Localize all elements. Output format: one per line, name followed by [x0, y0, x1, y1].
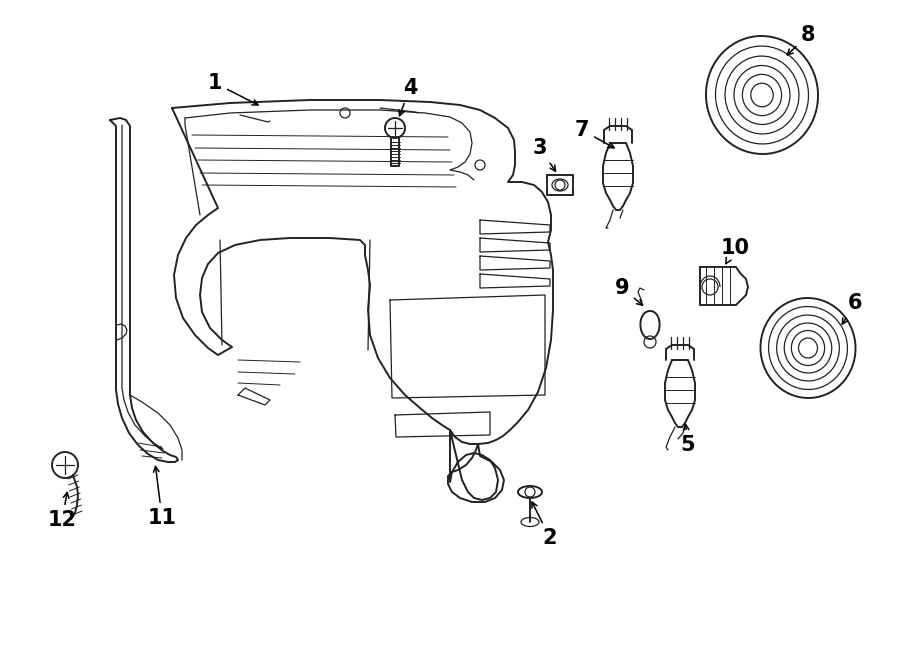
Text: 7: 7	[575, 120, 614, 148]
Text: 8: 8	[788, 25, 815, 55]
Text: 1: 1	[208, 73, 258, 105]
Text: 2: 2	[532, 502, 557, 548]
Text: 12: 12	[48, 493, 76, 530]
Text: 3: 3	[533, 138, 555, 171]
Text: 9: 9	[615, 278, 643, 305]
Text: 4: 4	[399, 78, 418, 116]
Text: 5: 5	[680, 424, 696, 455]
Text: 10: 10	[721, 238, 750, 263]
Text: 6: 6	[842, 293, 862, 324]
Text: 11: 11	[148, 467, 176, 528]
